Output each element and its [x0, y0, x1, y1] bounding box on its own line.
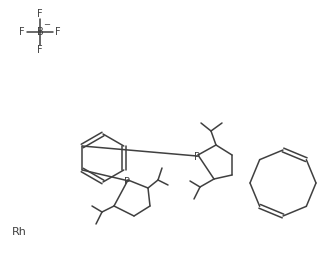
- Text: B: B: [37, 27, 43, 37]
- Text: Rh: Rh: [12, 227, 27, 237]
- Text: P: P: [194, 152, 200, 162]
- Text: −: −: [43, 20, 50, 29]
- Text: F: F: [37, 9, 43, 19]
- Text: F: F: [19, 27, 25, 37]
- Text: F: F: [55, 27, 61, 37]
- Text: F: F: [37, 45, 43, 55]
- Text: P: P: [124, 177, 130, 187]
